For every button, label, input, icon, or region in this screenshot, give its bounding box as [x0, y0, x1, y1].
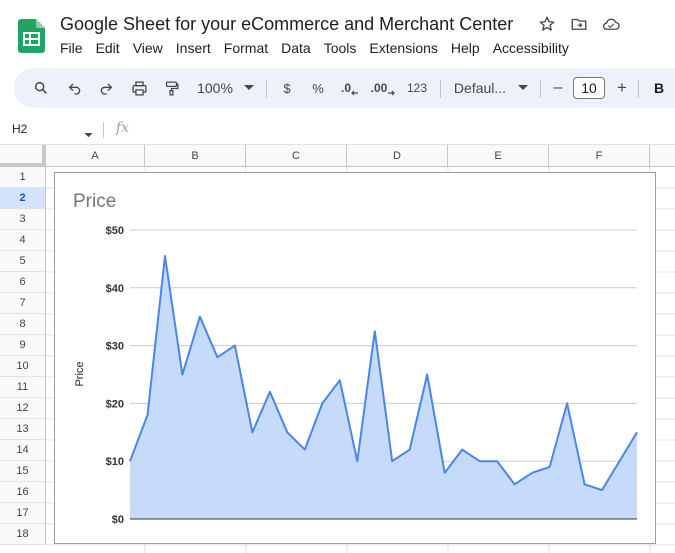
row-header-11[interactable]: 11 [0, 377, 46, 398]
row-header-5[interactable]: 5 [0, 251, 46, 272]
chart-y-axis-label: Price [74, 361, 86, 386]
select-all-corner[interactable] [0, 145, 46, 167]
undo-icon[interactable] [64, 68, 86, 108]
row-header-18[interactable]: 18 [0, 524, 46, 545]
column-header-b[interactable]: B [145, 145, 246, 167]
increase-decimal-button[interactable]: .00 [370, 68, 396, 108]
price-chart[interactable]: Price Price $0 $10 $20 $30 $40 $50 [54, 172, 656, 544]
row-header-8[interactable]: 8 [0, 314, 46, 335]
menu-tools[interactable]: Tools [324, 40, 363, 56]
sheets-logo-icon[interactable] [18, 19, 45, 53]
move-folder-icon[interactable] [569, 14, 589, 34]
row-header-3[interactable]: 3 [0, 209, 46, 230]
decrease-font-size-button[interactable]: – [549, 68, 567, 108]
row-header-17[interactable]: 17 [0, 503, 46, 524]
name-box-caret-icon[interactable] [84, 125, 93, 143]
row-header-12[interactable]: 12 [0, 398, 46, 419]
row-header-14[interactable]: 14 [0, 440, 46, 461]
column-header-d[interactable]: D [347, 145, 448, 167]
row-header-15[interactable]: 15 [0, 461, 46, 482]
font-size-input[interactable]: 10 [573, 77, 605, 99]
menu-file[interactable]: File [60, 40, 89, 56]
row-header-9[interactable]: 9 [0, 335, 46, 356]
row-header-6[interactable]: 6 [0, 272, 46, 293]
column-header-e[interactable]: E [448, 145, 549, 167]
chart-y-tick-label: $20 [106, 398, 124, 410]
chart-y-tick-label: $0 [112, 514, 124, 526]
font-caret-icon[interactable] [516, 68, 530, 108]
title-bar: Google Sheet for your eCommerce and Merc… [0, 0, 675, 68]
chart-y-tick-label: $30 [106, 341, 124, 353]
formula-divider [103, 122, 104, 138]
price-area-fill [130, 256, 637, 519]
row-header-13[interactable]: 13 [0, 419, 46, 440]
chart-title: Price [73, 191, 116, 212]
fx-icon: fx [116, 120, 129, 136]
formula-bar: H2 fx [0, 116, 675, 145]
menu-bar: File Edit View Insert Format Data Tools … [60, 40, 582, 56]
name-box[interactable]: H2 [12, 122, 27, 136]
star-icon[interactable] [537, 14, 557, 34]
zoom-select[interactable]: 100% [190, 68, 240, 108]
redo-icon[interactable] [95, 68, 117, 108]
toolbar-divider [266, 80, 267, 98]
percent-format-button[interactable]: % [308, 68, 328, 108]
increase-font-size-button[interactable]: + [613, 68, 631, 108]
menu-format[interactable]: Format [224, 40, 274, 56]
row-header-2[interactable]: 2 [0, 188, 46, 209]
menu-help[interactable]: Help [451, 40, 486, 56]
menu-extensions[interactable]: Extensions [369, 40, 443, 56]
menu-accessibility[interactable]: Accessibility [493, 40, 575, 56]
column-header-a[interactable]: A [46, 145, 145, 167]
row-header-1[interactable]: 1 [0, 167, 46, 188]
menu-data[interactable]: Data [281, 40, 317, 56]
row-header-10[interactable]: 10 [0, 356, 46, 377]
toolbar-divider [638, 80, 639, 98]
column-header-c[interactable]: C [246, 145, 347, 167]
paint-format-icon[interactable] [160, 68, 182, 108]
document-title[interactable]: Google Sheet for your eCommerce and Merc… [60, 14, 513, 35]
cloud-status-icon[interactable] [601, 14, 621, 34]
currency-format-button[interactable]: $ [278, 68, 296, 108]
decrease-decimal-label: .0 [341, 81, 351, 95]
decrease-decimal-button[interactable]: .0 [338, 68, 362, 108]
row-header-7[interactable]: 7 [0, 293, 46, 314]
column-header-f[interactable]: F [549, 145, 650, 167]
row-header-16[interactable]: 16 [0, 482, 46, 503]
zoom-caret-icon[interactable] [242, 68, 256, 108]
font-family-select[interactable]: Defaul... [450, 68, 510, 108]
chart-y-tick-label: $50 [106, 225, 124, 237]
menu-insert[interactable]: Insert [176, 40, 217, 56]
menu-view[interactable]: View [133, 40, 169, 56]
increase-decimal-label: .00 [371, 81, 388, 95]
row-header-4[interactable]: 4 [0, 230, 46, 251]
chart-y-tick-label: $40 [106, 283, 124, 295]
toolbar-divider [540, 80, 541, 98]
chart-canvas: Price Price $0 $10 $20 $30 $40 $50 [55, 173, 655, 543]
column-header-g-partial[interactable] [650, 145, 675, 167]
search-menus-icon[interactable] [30, 68, 52, 108]
toolbar-divider [440, 80, 441, 98]
menu-edit[interactable]: Edit [96, 40, 126, 56]
more-formats-button[interactable]: 123 [404, 68, 430, 108]
chart-y-tick-label: $10 [106, 456, 124, 468]
bold-button[interactable]: B [650, 68, 668, 108]
print-icon[interactable] [128, 68, 150, 108]
